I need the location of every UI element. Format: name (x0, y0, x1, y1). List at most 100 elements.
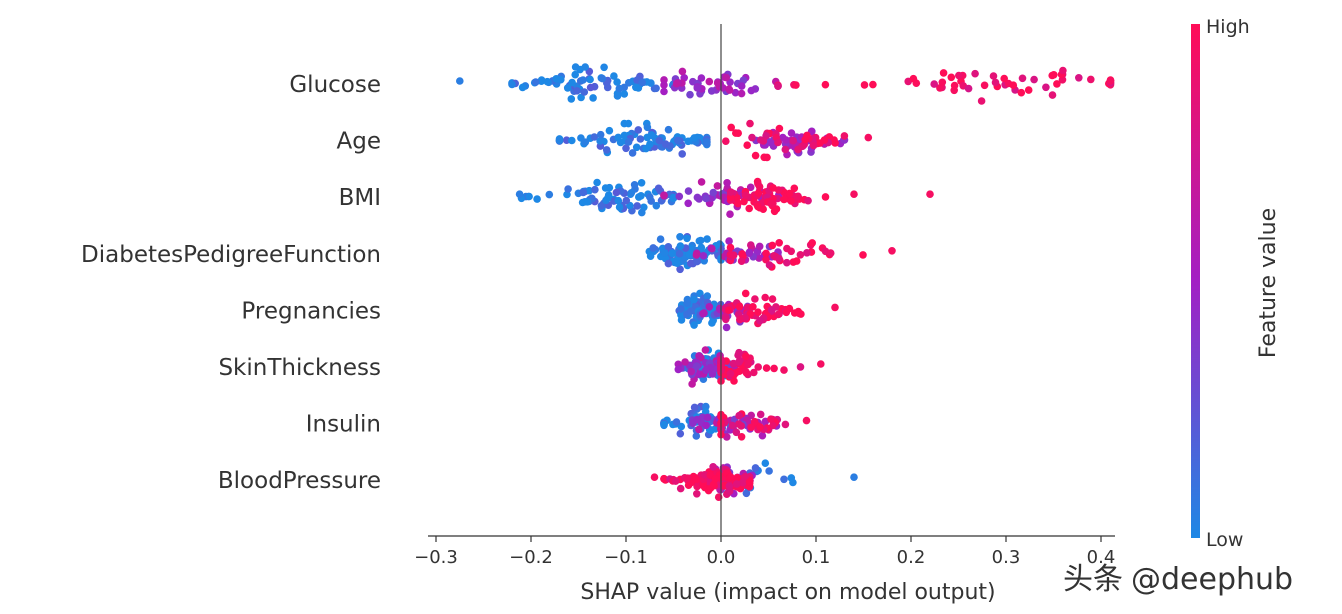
shap-point (860, 81, 869, 89)
shap-point (603, 83, 612, 92)
shap-point (739, 76, 748, 85)
shap-point (989, 72, 998, 80)
shap-point (774, 310, 783, 319)
x-axis-title: SHAP value (impact on model output) (580, 580, 995, 605)
shap-point (761, 293, 769, 302)
shap-point (740, 197, 748, 206)
shap-point (708, 244, 716, 253)
shap-point (1042, 83, 1050, 92)
feature-label-skinthickness: SkinThickness (218, 355, 381, 381)
shap-point (660, 81, 668, 89)
shap-point (693, 482, 701, 491)
shap-point (655, 136, 664, 145)
shap-point (613, 92, 622, 100)
points-age (555, 119, 873, 162)
shap-point (725, 482, 734, 490)
shap-point (955, 71, 963, 80)
colorbar-title: Feature value (1256, 208, 1281, 358)
shap-point (727, 123, 735, 132)
colorbar-high-label: High (1206, 16, 1250, 38)
shap-point (690, 321, 698, 329)
shap-point (713, 182, 722, 190)
shap-point (728, 421, 737, 430)
shap-point (508, 80, 516, 89)
points-bloodpressure (650, 459, 858, 502)
shap-point (601, 184, 610, 192)
shap-point (735, 367, 744, 376)
shap-point (525, 192, 533, 201)
shap-point (620, 90, 629, 98)
shap-point (737, 89, 746, 98)
shap-point (571, 63, 580, 71)
shap-point (660, 192, 668, 200)
shap-point (593, 178, 601, 187)
x-tick-label: −0.1 (604, 547, 648, 568)
shap-point (564, 185, 572, 193)
shap-point (590, 133, 599, 141)
shap-point (677, 422, 686, 431)
shap-point (758, 431, 767, 440)
shap-point (676, 484, 685, 493)
shap-point (971, 69, 979, 78)
shap-point (699, 252, 708, 260)
colorbar-low-label: Low (1206, 529, 1243, 551)
shap-point (730, 377, 738, 385)
shap-point (785, 189, 794, 198)
shap-point (725, 237, 733, 245)
shap-point (604, 191, 613, 199)
shap-point (747, 86, 756, 95)
shap-point (630, 181, 639, 189)
shap-point (772, 205, 781, 213)
shap-point (734, 199, 742, 208)
shap-point (646, 252, 655, 260)
shap-point (693, 84, 702, 92)
shap-point (646, 193, 654, 201)
shap-point (702, 366, 710, 375)
shap-point (754, 202, 762, 211)
shap-point (557, 75, 565, 84)
shap-point (674, 365, 683, 374)
shap-point (1017, 88, 1026, 97)
shap-point (787, 129, 796, 137)
shap-point (703, 413, 712, 422)
shap-point (809, 141, 818, 150)
shap-point (729, 251, 738, 259)
shap-point (769, 421, 777, 430)
shap-point (676, 429, 685, 438)
shap-point (649, 244, 657, 252)
shap-point (660, 249, 669, 257)
shap-point (705, 77, 714, 86)
shap-point (633, 202, 641, 210)
shap-point (782, 308, 791, 317)
shap-point (635, 193, 643, 201)
shap-point (709, 480, 718, 489)
shap-point (781, 420, 790, 429)
shap-point (598, 74, 607, 83)
shap-point (1048, 91, 1057, 99)
shap-point (739, 478, 747, 487)
points-skinthickness (674, 346, 825, 388)
shap-point (750, 417, 759, 426)
shap-point (762, 249, 770, 258)
shap-point (634, 126, 643, 134)
shap-point (782, 136, 790, 144)
shap-point (950, 81, 959, 90)
shap-point (769, 184, 777, 192)
shap-point (696, 236, 705, 245)
shap-point (518, 83, 527, 92)
shap-point (939, 69, 948, 77)
shap-point (700, 309, 708, 317)
shap-point (735, 302, 744, 311)
shap-point (722, 315, 730, 324)
x-tick-label: −0.2 (509, 547, 553, 568)
shap-point (568, 136, 576, 145)
shap-point (543, 77, 552, 86)
shap-point (614, 196, 623, 205)
shap-point (703, 138, 711, 146)
shap-point (980, 81, 989, 90)
shap-point (612, 188, 621, 197)
shap-point (683, 234, 691, 243)
shap-point (675, 192, 684, 201)
shap-point (754, 308, 762, 317)
shap-point (596, 130, 605, 139)
